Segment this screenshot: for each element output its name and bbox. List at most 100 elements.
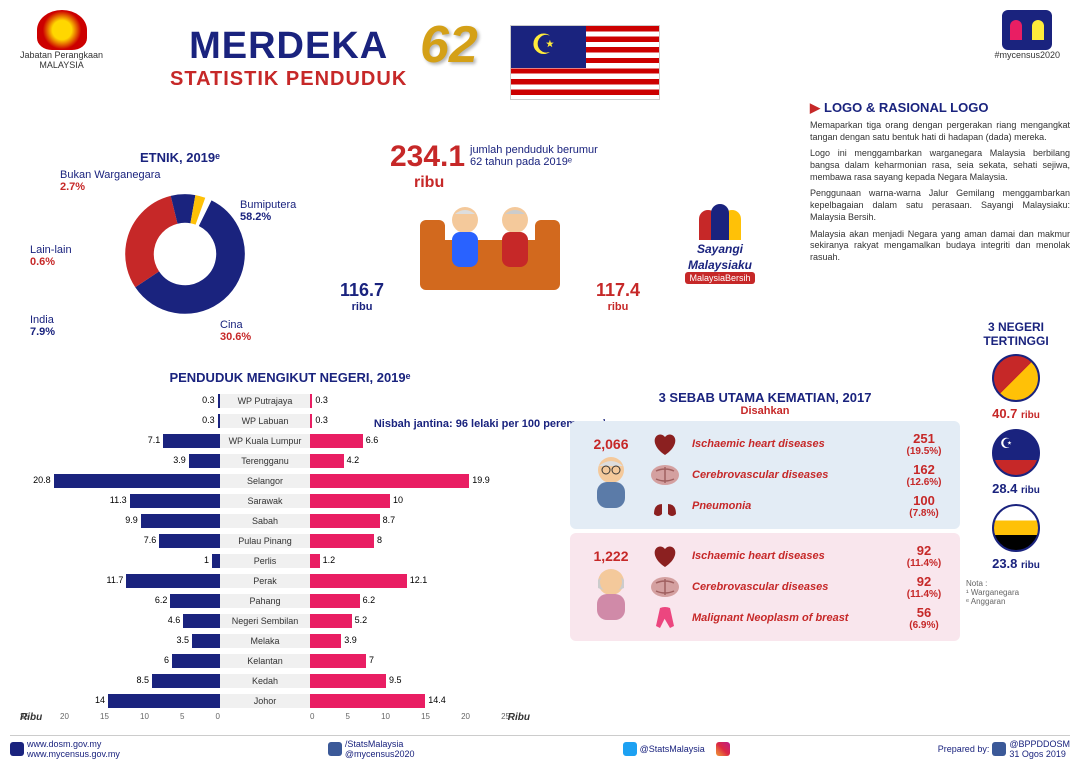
cause-row: Pneumonia 100(7.8%): [646, 492, 954, 520]
sayangi-logo-block: Sayangi Malaysiaku MalaysiaBersih: [660, 190, 780, 284]
male-causes: Ischaemic heart diseases 251(19.5%) Cere…: [646, 427, 954, 523]
cause-row: Ischaemic heart diseases 92(11.4%): [646, 542, 954, 570]
rational-p3: Penggunaan warna-warna Jalur Gemilang me…: [810, 188, 1070, 223]
cause-name: Cerebrovascular diseases: [684, 581, 894, 593]
kematian-male: 2,066 Ischaemic heart diseases 251(19.5%…: [570, 421, 960, 529]
footer-fb: /StatsMalaysia@mycensus2020: [328, 739, 415, 759]
nota: Nota : ¹ Warganegara ᵉ Anggaran: [966, 579, 1066, 606]
banci-icon: [1002, 10, 1052, 50]
tw[interactable]: @StatsMalaysia: [640, 744, 705, 754]
org-logo: Jabatan Perangkaan MALAYSIA: [20, 10, 103, 70]
label-cina: Cina30.6%: [220, 319, 251, 343]
census-tag: #mycensus2020: [994, 50, 1060, 60]
web2[interactable]: www.mycensus.gov.my: [27, 749, 120, 759]
web1[interactable]: www.dosm.gov.my: [27, 739, 101, 749]
bar-row: 6 Kelantan 7: [20, 651, 560, 670]
facebook-icon: [328, 742, 342, 756]
top3-negeri: 3 NEGERI TERTINGGI 40.7 ribu☪ 28.4 ribu …: [966, 320, 1066, 606]
cause-value: 100(7.8%): [894, 493, 954, 519]
state-value: 28.4 ribu: [966, 481, 1066, 496]
fb1[interactable]: /StatsMalaysia: [345, 739, 404, 749]
prep-date: 31 Ogos 2019: [1009, 749, 1066, 759]
female-stat: 117.4 ribu: [596, 280, 640, 313]
twitter-icon: [623, 742, 637, 756]
cause-value: 56(6.9%): [894, 605, 954, 631]
bar-chart: 0.3 WP Putrajaya 0.3 0.3 WP Labuan 0.3 7…: [20, 391, 560, 721]
axis-left-unit: Ribu: [20, 712, 42, 723]
kematian-section: 3 SEBAB UTAMA KEMATIAN, 2017 Disahkan 2,…: [570, 390, 960, 645]
male-total: 2,066: [576, 436, 646, 452]
bar-row: 3.9 Terengganu 4.2: [20, 451, 560, 470]
male-unit: ribu: [340, 301, 384, 313]
state-value: 23.8 ribu: [966, 556, 1066, 571]
state-flag-icon: ☪: [992, 429, 1040, 477]
logo-rational: LOGO & RASIONAL LOGO Memaparkan tiga ora…: [810, 100, 1070, 269]
bar-row: 20.8 Selangor 19.9: [20, 471, 560, 490]
state-value: 40.7 ribu: [966, 406, 1066, 421]
female-total: 1,222: [576, 548, 646, 564]
bar-row: 3.5 Melaka 3.9: [20, 631, 560, 650]
top-state: ☪ 28.4 ribu: [966, 429, 1066, 496]
ribbon-icon: [646, 604, 684, 632]
elderly-couple-icon: [410, 190, 570, 300]
bar-row: 4.6 Negeri Sembilan 5.2: [20, 611, 560, 630]
bar-row: 11.3 Sarawak 10: [20, 491, 560, 510]
prep1: @BPPDDOSM: [1009, 739, 1070, 749]
bar-row: 0.3 WP Putrajaya 0.3: [20, 391, 560, 410]
footer: www.dosm.gov.mywww.mycensus.gov.my /Stat…: [10, 735, 1070, 759]
footer-web: www.dosm.gov.mywww.mycensus.gov.my: [10, 739, 120, 759]
male-person: 2,066: [576, 436, 646, 514]
bar-row: 11.7 Perak 12.1: [20, 571, 560, 590]
rational-p2: Logo ini menggambarkan warganegara Malay…: [810, 148, 1070, 183]
total-pop-value: 234.1: [390, 140, 465, 173]
rational-p4: Malaysia akan menjadi Negara yang aman d…: [810, 229, 1070, 264]
cause-name: Ischaemic heart diseases: [684, 438, 894, 450]
footer-prepared: Prepared by: @BPPDDOSM31 Ogos 2019: [938, 739, 1070, 759]
sayangi-figures-icon: [695, 190, 745, 240]
female-value: 117.4: [596, 280, 640, 300]
sayangi-line1: Sayangi: [660, 242, 780, 256]
donut-wrap: Bumiputera58.2% Cina30.6% India7.9% Lain…: [30, 169, 310, 349]
cause-name: Cerebrovascular diseases: [684, 469, 894, 481]
anniversary-number: 62: [420, 15, 478, 75]
top-state: 23.8 ribu: [966, 504, 1066, 571]
bar-row: 1 Perlis 1.2: [20, 551, 560, 570]
total-pop-unit: ribu: [414, 174, 444, 191]
cause-row: Cerebrovascular diseases 162(12.6%): [646, 461, 954, 489]
title-block: MERDEKA STATISTIK PENDUDUK: [170, 25, 407, 91]
cause-row: Malignant Neoplasm of breast 56(6.9%): [646, 604, 954, 632]
axis-right-unit: Ribu: [508, 712, 530, 723]
female-causes: Ischaemic heart diseases 92(11.4%) Cereb…: [646, 539, 954, 635]
state-flag-icon: [992, 354, 1040, 402]
penduduk-negeri-chart: PENDUDUK MENGIKUT NEGERI, 2019ᵉ 0.3 WP P…: [20, 370, 560, 721]
bar-row: 9.9 Sabah 8.7: [20, 511, 560, 530]
fb2[interactable]: @mycensus2020: [345, 749, 415, 759]
total-pop-desc: jumlah penduduk berumur 62 tahun pada 20…: [470, 144, 610, 168]
male-stat: 116.7 ribu: [340, 280, 384, 313]
lungs-icon: [646, 492, 684, 520]
donut-svg: [120, 189, 250, 319]
label-bumiputera: Bumiputera58.2%: [240, 199, 296, 223]
org-name: Jabatan Perangkaan MALAYSIA: [20, 50, 103, 70]
sayangi-line2: Malaysiaku: [660, 258, 780, 272]
top3-title: 3 NEGERI TERTINGGI: [966, 320, 1066, 348]
bar-row: 7.1 WP Kuala Lumpur 6.6: [20, 431, 560, 450]
brain-icon: [646, 573, 684, 601]
heart-anatomy-icon: [646, 430, 684, 458]
coat-of-arms-icon: [37, 10, 87, 50]
prepared-label: Prepared by:: [938, 744, 990, 754]
cause-value: 92(11.4%): [894, 543, 954, 569]
bar-row: 6.2 Pahang 6.2: [20, 591, 560, 610]
elderly-female-icon: [589, 566, 634, 621]
brain-icon: [646, 461, 684, 489]
bar-row: 0.3 WP Labuan 0.3: [20, 411, 560, 430]
facebook-icon: [992, 742, 1006, 756]
label-lainlain: Lain-lain0.6%: [30, 244, 72, 268]
cause-value: 92(11.4%): [894, 574, 954, 600]
kematian-female: 1,222 Ischaemic heart diseases 92(11.4%)…: [570, 533, 960, 641]
penduduk-title: PENDUDUK MENGIKUT NEGERI, 2019ᵉ: [20, 370, 560, 385]
kematian-sub: Disahkan: [570, 405, 960, 417]
label-india: India7.9%: [30, 314, 55, 338]
title-sub: STATISTIK PENDUDUK: [170, 68, 407, 91]
cause-name: Malignant Neoplasm of breast: [684, 612, 894, 624]
